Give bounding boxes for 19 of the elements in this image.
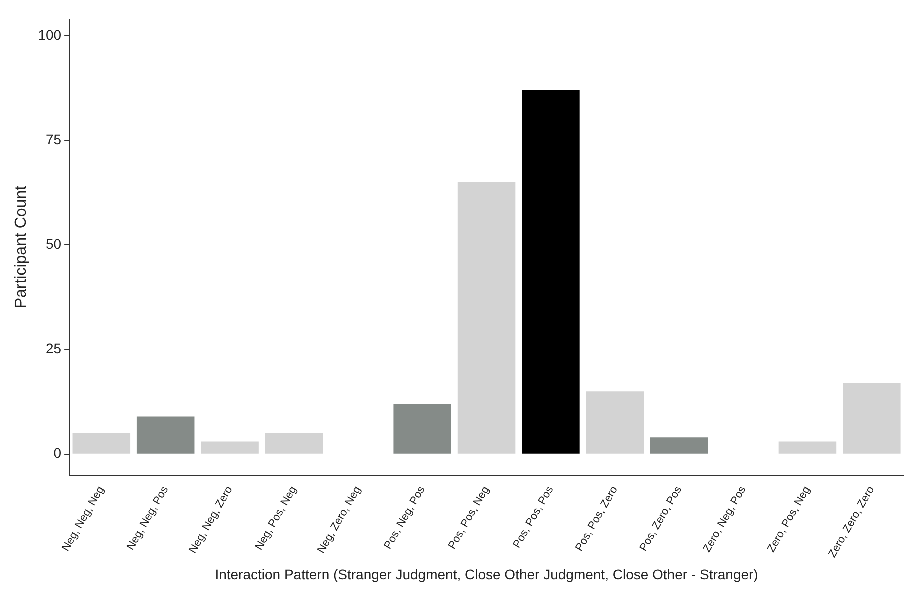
bar [522, 90, 580, 454]
bar [265, 433, 324, 454]
y-tick-label: 75 [46, 132, 62, 148]
x-axis-title: Interaction Pattern (Stranger Judgment, Close Other Judgment, Close Other - Stranger) [215, 566, 758, 582]
bar [843, 383, 901, 454]
x-tick-label: Pos, Pos, Pos [511, 484, 556, 550]
bar [72, 433, 131, 454]
bar [136, 416, 195, 454]
y-tick-label: 0 [54, 445, 62, 462]
y-tick-label: 50 [46, 236, 62, 252]
bar [201, 442, 259, 454]
y-tick-label: 25 [46, 340, 62, 357]
bar [394, 404, 452, 454]
bar [778, 442, 837, 454]
y-tick-label: 100 [38, 26, 62, 43]
bar [586, 392, 644, 454]
bar [650, 438, 708, 454]
y-axis-title: Participant Count [13, 185, 30, 309]
bar [458, 182, 516, 454]
